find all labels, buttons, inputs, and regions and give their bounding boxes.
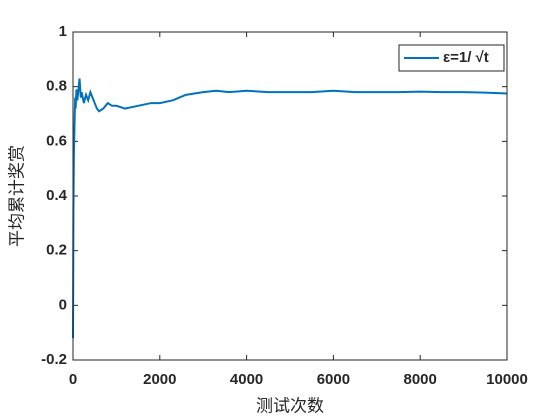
y-tick-label: 0 xyxy=(59,296,67,313)
y-tick-label: 0.4 xyxy=(46,187,68,204)
y-tick-label: -0.2 xyxy=(41,351,67,368)
y-tick-label: 0.6 xyxy=(46,132,67,149)
x-tick-label: 6000 xyxy=(317,371,350,388)
x-tick-label: 2000 xyxy=(143,371,176,388)
y-tick-label: 0.8 xyxy=(46,78,67,95)
legend-label: ε=1/ √t xyxy=(443,49,489,66)
y-tick-label: 0.2 xyxy=(46,242,67,259)
x-axis-label: 测试次数 xyxy=(256,397,324,417)
axes-box xyxy=(72,31,508,361)
y-tick-label: 1 xyxy=(59,23,67,40)
data-line xyxy=(72,78,508,339)
x-tick-label: 0 xyxy=(69,371,77,388)
x-tick-label: 4000 xyxy=(230,371,263,388)
y-axis-label: 平均累计奖赏 xyxy=(8,145,28,247)
x-tick-label: 8000 xyxy=(404,371,437,388)
x-tick-label: 10000 xyxy=(486,371,528,388)
